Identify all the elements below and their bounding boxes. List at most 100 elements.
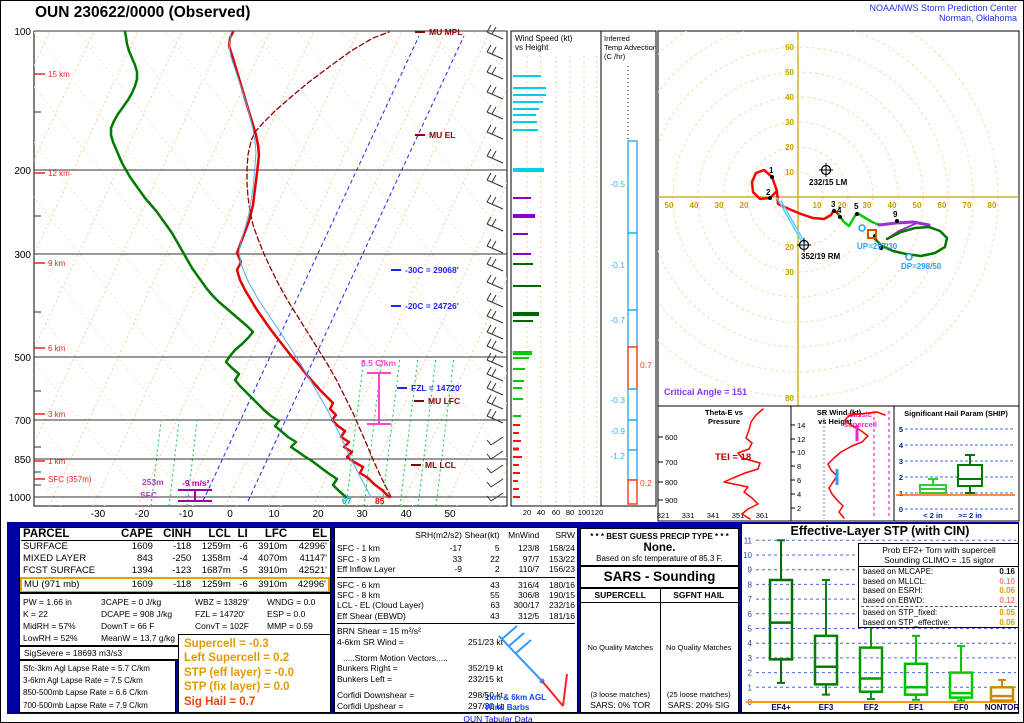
skewt-annotation: MU LFC bbox=[428, 396, 460, 406]
sr-wind-curve bbox=[827, 411, 886, 519]
sars-supercell-matches: (3 loose matches) bbox=[590, 690, 651, 699]
tei-value: TEI = 18 bbox=[715, 452, 751, 463]
stp-y-label: 7 bbox=[748, 595, 753, 604]
hodo-ring-label: 60 bbox=[785, 43, 794, 52]
storm-motion-row: Corfidi Downshear = 298/50 kt bbox=[337, 690, 503, 701]
advection-value: -0.7 bbox=[610, 315, 625, 325]
stp-prob-line2: Sounding CLIMO = .15 sigtor bbox=[859, 555, 1018, 567]
svg-text:vs Height: vs Height bbox=[818, 417, 852, 426]
sr-wind-panel: SR Wind (kt)vs Height1412108642classicsu… bbox=[790, 405, 895, 522]
advection-value: 0.7 bbox=[640, 360, 652, 370]
brn-shear: BRN Shear = 15 m²/s² bbox=[337, 626, 421, 637]
theta-e-x-label: 331 bbox=[682, 511, 695, 520]
thermo-row: MidRH = 57% DownT = 66 F ConvT = 102F MMP =… bbox=[23, 621, 313, 631]
sars-title: SARS - Sounding Analogs bbox=[603, 569, 716, 584]
advection-value: -0.1 bbox=[610, 260, 625, 270]
wind-x-label: 40 bbox=[537, 508, 545, 517]
hodo-0-3km bbox=[750, 168, 841, 221]
ship-y-label: 1 bbox=[899, 489, 903, 498]
temp-axis-label: 10 bbox=[268, 509, 280, 520]
stp-title: Effective-Layer STP (with CIN) bbox=[790, 524, 970, 538]
supercell-params-panel: Supercell = -0.3 Left Supercell = 0.2 STP … bbox=[178, 634, 331, 713]
temp-axis-label: -20 bbox=[135, 509, 150, 520]
supercell-param-row: Left Supercell = 0.2 bbox=[184, 652, 290, 665]
stp-y-label: 6 bbox=[748, 610, 753, 619]
stp-y-label: 1 bbox=[748, 683, 753, 692]
parcel-header: PARCEL bbox=[21, 528, 112, 541]
wind-x-label: 100 bbox=[578, 508, 591, 517]
stp-y-label: 5 bbox=[748, 625, 753, 634]
hodo-ring-label: 30 bbox=[785, 118, 794, 127]
parcel-header: LCL bbox=[193, 528, 233, 541]
temp-axis-label: -30 bbox=[91, 509, 106, 520]
height-label: 3 km bbox=[48, 410, 66, 419]
hodo-height-label: 4 bbox=[837, 206, 842, 215]
ship-y-label: 3 bbox=[899, 457, 903, 466]
ship-y-label: 2 bbox=[899, 473, 903, 482]
supercell-param-row: Sig Hail = 0.7 bbox=[184, 695, 256, 708]
parcel-header: CINH bbox=[154, 528, 194, 541]
ship-category-label: >= 2 in bbox=[958, 511, 982, 520]
height-label: SFC (357m) bbox=[48, 475, 92, 484]
theta-e-x-label: 321 bbox=[657, 511, 670, 520]
skewt-annotation: SFC bbox=[140, 490, 157, 500]
stp-prob-row: based on MLLCL: 0.10 bbox=[863, 576, 1015, 586]
prob-divider bbox=[861, 606, 1017, 608]
theta-e-y-label: 800 bbox=[665, 478, 678, 487]
stp-y-label: 9 bbox=[748, 566, 753, 575]
skewt-annotation: FZL = 14720' bbox=[411, 383, 462, 393]
storm-motion-row: Bunkers Right = 352/19 kt bbox=[337, 663, 503, 674]
parcel-header: LI bbox=[232, 528, 250, 541]
sars-columns-panel: SUPERCELL No Quality Matches (3 loose ma… bbox=[580, 588, 739, 713]
lapse-rate-row: 850-500mb Lapse Rate = 6.6 C/km bbox=[23, 688, 148, 698]
storm-motion-row: Bunkers Left = 232/15 kt bbox=[337, 673, 503, 684]
stp-y-label: 4 bbox=[748, 639, 753, 648]
storm-motion-line-2 bbox=[780, 200, 806, 244]
advection-value: -1.2 bbox=[610, 451, 625, 461]
skewt-annotation: MU MPL bbox=[429, 27, 463, 37]
pressure-label: 700 bbox=[14, 416, 31, 427]
stp-prob-row: based on STP_effective: 0.06 bbox=[863, 617, 1015, 627]
tabular-data-link[interactable]: OUN Tabular Data bbox=[463, 714, 533, 723]
hodo-6-9km bbox=[877, 220, 931, 227]
hodo-text: DP=298/50 bbox=[901, 262, 942, 271]
kinematics-row: SFC - 8 km 55 306/8 190/15 bbox=[337, 590, 575, 601]
stp-y-label: 10 bbox=[743, 551, 752, 560]
sars-supercell-body: No Quality Matches bbox=[587, 643, 653, 653]
hodo-ring-label: 70 bbox=[963, 201, 972, 210]
ship-panel: Significant Hail Param (SHIP) 0 1 2 3 4 5 < 2 i… bbox=[893, 405, 1020, 522]
wind-x-label: 60 bbox=[552, 508, 560, 517]
parcel-row: MIXED LAYER 843 -250 1358m -4 4070m 41147' bbox=[23, 553, 327, 564]
stp-category-label: NONTOR bbox=[985, 703, 1018, 712]
temp-axis-label: 30 bbox=[356, 509, 368, 520]
height-label: 15 km bbox=[48, 70, 70, 79]
wind-x-label: 80 bbox=[566, 508, 574, 517]
theta-e-y-label: 700 bbox=[665, 458, 678, 467]
supercell-param-row: Supercell = -0.3 bbox=[184, 638, 269, 650]
stp-prob-line1: Prob EF2+ Torn with supercell bbox=[882, 545, 996, 555]
parcel-trace bbox=[246, 31, 392, 498]
skewt-annotation: MU EL bbox=[429, 130, 455, 140]
sars-hail-body: No Quality Matches bbox=[666, 643, 732, 653]
stp-category-label: EF2 bbox=[864, 703, 879, 712]
temperature-trace bbox=[227, 31, 391, 499]
kinematics-row: Eff Inflow Layer -9 2 110/7 156/23 bbox=[337, 564, 575, 575]
hodo-ring-label: 10 bbox=[785, 168, 794, 177]
storm-motion-row: Corfidi Upshear = 297/30 kt bbox=[337, 700, 503, 711]
parcel-table-panel: PARCEL CAPE CINH LCL LI LFC EL SURFACE 1609 -118 1… bbox=[19, 527, 331, 593]
ship-y-label: 5 bbox=[899, 425, 903, 434]
hodo-ring-label: 80 bbox=[988, 201, 997, 210]
stp-prob-row: based on ESRH: 0.06 bbox=[863, 586, 1015, 596]
stp-category-label: EF4+ bbox=[771, 703, 791, 712]
theta-e-title: Theta-E vs bbox=[705, 408, 743, 417]
hodo-ring-label: 80 bbox=[785, 394, 794, 403]
stp-category-label: EF0 bbox=[954, 703, 969, 712]
skewt-annotation: 67 bbox=[342, 496, 352, 506]
advection-value: -0.3 bbox=[610, 395, 625, 405]
sars-hail-header: SGFNT HAIL bbox=[659, 589, 738, 603]
temp-axis-label: 50 bbox=[444, 509, 456, 520]
parcel-row: SURFACE 1609 -118 1259m -6 3910m 42996' bbox=[23, 541, 327, 552]
sig-severe-value: SigSevere = 18693 m3/s3 bbox=[24, 648, 123, 658]
sars-hail-column: SGFNT HAIL No Quality Matches (25 loose … bbox=[659, 589, 738, 712]
pressure-label: 200 bbox=[14, 166, 31, 177]
